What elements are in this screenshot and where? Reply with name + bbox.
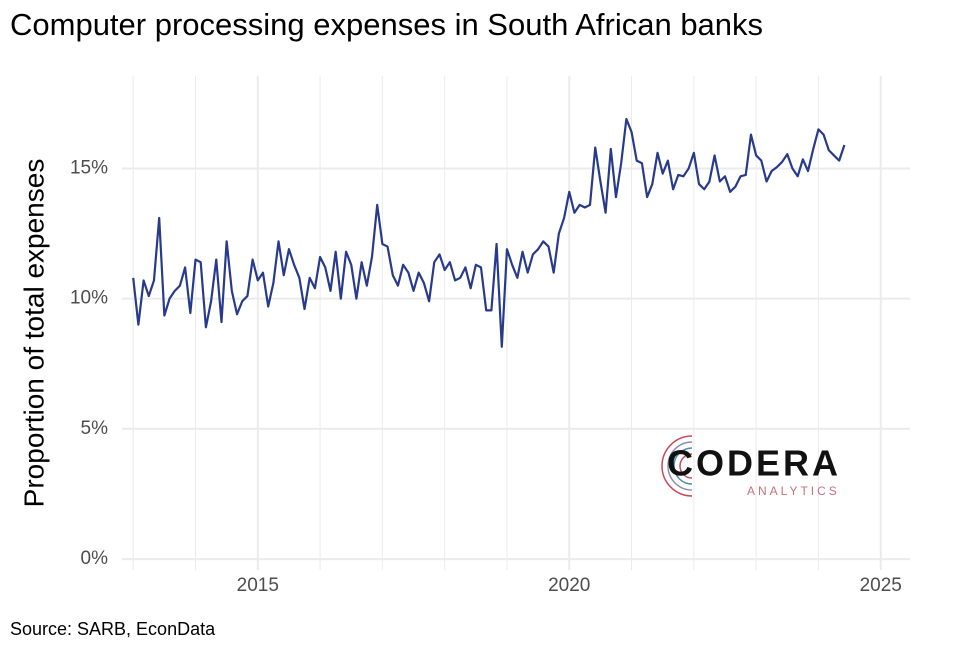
y-tick-label: 5% bbox=[81, 418, 109, 439]
logo-name: CODERA bbox=[667, 443, 841, 484]
chart-title: Computer processing expenses in South Af… bbox=[10, 7, 763, 42]
source-note: Source: SARB, EconData bbox=[10, 619, 216, 639]
x-tick-label: 2025 bbox=[860, 575, 902, 596]
logo: CODERA ANALYTICS bbox=[661, 435, 841, 498]
data-line bbox=[132, 117, 846, 348]
y-tick-label: 15% bbox=[70, 157, 108, 178]
x-tick-label: 2020 bbox=[548, 575, 590, 596]
y-tick-label: 10% bbox=[70, 288, 108, 309]
grid bbox=[122, 76, 910, 570]
logo-sub: ANALYTICS bbox=[747, 484, 840, 498]
x-tick-label: 2015 bbox=[237, 575, 279, 596]
logo-arcs bbox=[661, 435, 693, 497]
y-tick-label: 0% bbox=[81, 548, 109, 569]
y-axis-title: Proportion of total expenses bbox=[18, 159, 49, 508]
